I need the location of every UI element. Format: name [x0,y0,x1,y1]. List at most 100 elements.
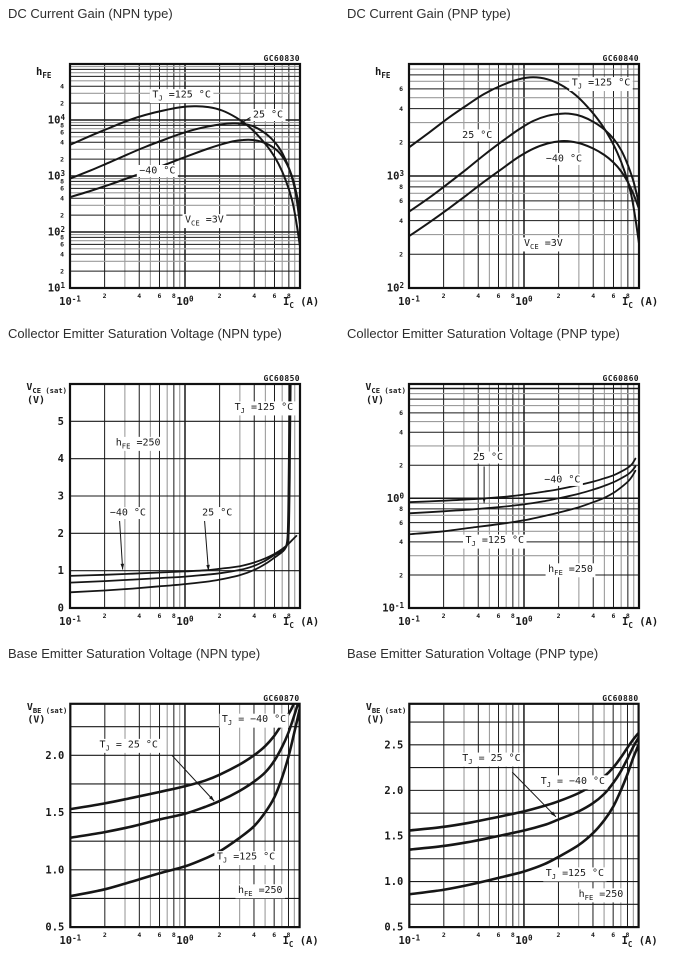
chart-plot-vbesat-pnp: 10-1 100 2 4 6 8 2 4 6 8 0.5 1.0 1.5 2.0 2.5 IC (A) VBE … [366,694,658,949]
arrowhead-icon [238,120,245,125]
svg-text:2: 2 [442,931,446,939]
arrowhead-icon [482,497,486,504]
annotations: 25 °C −40 °C TJ =125 °C hFE =250 [463,451,596,578]
svg-text:6: 6 [158,292,162,300]
chart-title: Base Emitter Saturation Voltage (NPN typ… [8,646,261,661]
annotation-label: TJ = −40 °C [222,714,286,727]
svg-text:4: 4 [476,612,480,620]
y-axis-label: VCE (sat) [365,382,406,395]
axis-titles: IC (A) hFE [375,66,658,310]
figure-code: GC60850 [263,374,300,383]
svg-text:100: 100 [176,295,194,309]
svg-text:3: 3 [58,491,64,503]
svg-text:4: 4 [399,538,403,546]
curve-tj-40c [409,731,639,832]
svg-text:8: 8 [626,292,630,300]
svg-text:8: 8 [511,612,515,620]
figure-code: GC60870 [263,694,299,703]
svg-text:4: 4 [399,105,403,113]
x-axis-label: IC (A) [283,616,319,630]
annotation-arrows [238,116,252,126]
curve-tj25c [70,703,299,840]
svg-text:1.5: 1.5 [45,807,64,819]
axis-titles: IC (A) VCE (sat)(V) [26,382,319,630]
annotation-label: −40 °C [546,153,582,164]
annotation-bg [136,164,178,177]
plot-frame [407,382,641,610]
annotation-bg [569,77,633,92]
svg-text:1.5: 1.5 [384,830,403,842]
chart-cell-dc-gain-pnp: DC Current Gain (PNP type) 10-1 100 2 4 6 8 2 4… [339,0,678,320]
svg-text:8: 8 [172,931,176,939]
annotation-bg [97,738,161,753]
svg-text:2: 2 [218,292,222,300]
annotation-label: hFE =250 [116,437,161,450]
axis-titles: IC (A) hFE [36,66,319,310]
curve-tj125c [409,743,639,896]
svg-text:8: 8 [287,931,291,939]
curve-tj25c [409,112,639,213]
curve-tj-40c [70,535,298,577]
svg-text:2: 2 [103,931,107,939]
svg-text:8: 8 [172,292,176,300]
svg-text:6: 6 [158,612,162,620]
svg-text:4: 4 [591,931,595,939]
svg-text:10-1: 10-1 [382,601,404,615]
svg-text:2: 2 [60,155,64,163]
annotations: TJ =125 °C 25 °C −40 °C VCE =3V [459,77,633,252]
svg-text:0.5: 0.5 [384,922,403,934]
annotation-label: VCE =3V [524,238,563,251]
svg-text:8: 8 [60,234,64,242]
svg-text:1.0: 1.0 [45,864,64,876]
tick-labels: 10-1 100 2 4 6 8 2 4 6 8 10-1 100 2 4 6 8 2 4 6 [382,409,630,628]
svg-text:6: 6 [497,292,501,300]
chart-plot-vcesat-npn: 10-1 100 2 4 6 8 2 4 6 8 0 1 2 3 4 5 IC (A) VCE (sat)(V) G… [26,374,319,630]
arrowhead-icon [550,811,556,817]
annotation-bg [545,563,596,578]
curve-tj25c [70,384,292,584]
annotation-bg [459,129,495,142]
svg-text:8: 8 [399,183,403,191]
annotations: TJ =125 °C 25 °C −40 °C VCE =3V [136,89,286,229]
annotation-bg [250,108,286,121]
svg-text:8: 8 [626,612,630,620]
curves [409,76,639,245]
y-axis-label: VCE (sat) [26,382,67,395]
x-axis-label: IC (A) [622,296,658,310]
svg-text:4: 4 [252,292,256,300]
curve-tj125c [70,105,300,248]
svg-text:6: 6 [612,612,616,620]
svg-text:2: 2 [399,251,403,259]
figure-code: GC60880 [602,694,638,703]
svg-text:2: 2 [103,612,107,620]
axis-titles: IC (A) VCE (sat)(V) [365,382,658,630]
annotations: TJ = 25 °C TJ = −40 °C TJ =125 °C hFE =250 [459,752,626,903]
y-axis-unit: (V) [27,715,45,726]
svg-text:8: 8 [172,612,176,620]
annotation-label: 25 °C [462,130,492,141]
annotations: TJ =125 °C hFE =250 −40 °C 25 °C [107,401,296,520]
y-axis-unit: (V) [366,395,384,406]
chart-cell-vbesat-npn: Base Emitter Saturation Voltage (NPN typ… [0,640,339,959]
annotation-bg [235,884,286,899]
arrowhead-icon [120,563,125,570]
annotation-label: hFE =250 [238,885,283,898]
svg-text:6: 6 [273,292,277,300]
svg-text:4: 4 [137,931,141,939]
svg-text:2.0: 2.0 [45,750,64,762]
svg-text:4: 4 [137,612,141,620]
svg-text:4: 4 [476,931,480,939]
annotation-label: TJ =125 °C [217,852,275,865]
svg-text:103: 103 [387,169,405,183]
svg-text:2: 2 [218,931,222,939]
curve-tj125c [70,708,300,898]
annotation-bg [182,214,227,229]
svg-text:4: 4 [252,931,256,939]
annotation-label: TJ =125 °C [572,78,631,91]
annotation-label: 25 °C [253,109,283,120]
svg-text:5: 5 [58,416,64,428]
svg-text:2: 2 [557,612,561,620]
annotation-label: TJ = 25 °C [462,753,520,766]
tick-labels: 10-1 100 2 4 6 8 2 4 6 8 0.5 1.0 1.5 2.0 2.5 [384,739,629,947]
